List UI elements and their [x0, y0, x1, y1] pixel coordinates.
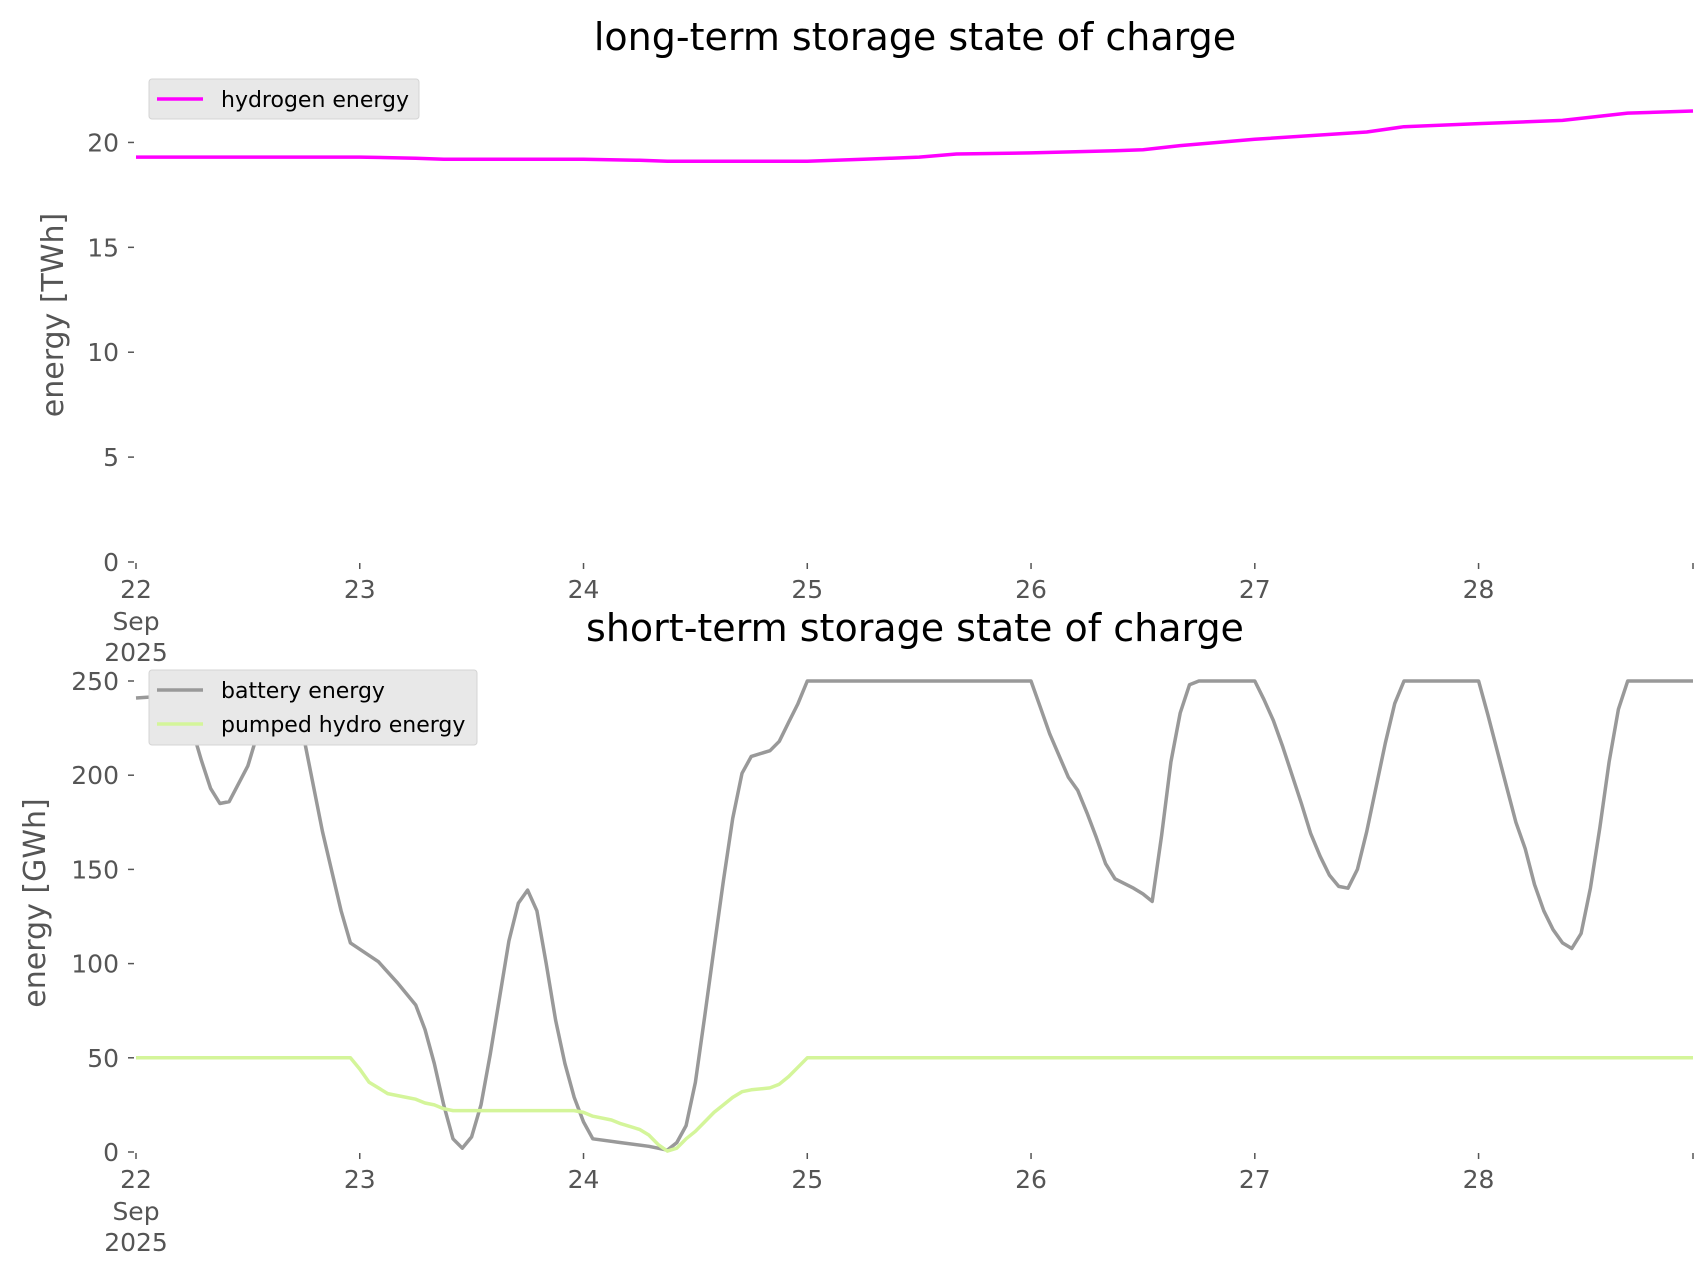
legend-label-pumped-hydro: pumped hydro energy [221, 713, 465, 738]
x-tick-label: 24 [568, 1165, 600, 1194]
x-tick-sublabel: Sep [112, 607, 159, 636]
y-ticks-long-term: 0 5 10 15 20 [87, 128, 134, 577]
y-axis-label-long-term: energy [TWh] [36, 213, 71, 417]
x-tick-label: 27 [1239, 1165, 1271, 1194]
x-tick-label: 24 [568, 575, 600, 604]
series-line-battery-energy [135, 679, 1693, 1152]
series-lines-short-term [135, 679, 1693, 1153]
chart-title-long-term: long-term storage state of charge [594, 15, 1236, 59]
y-tick-label: 20 [87, 128, 119, 157]
x-tick-label: 22 [120, 575, 152, 604]
y-tick-label: 5 [103, 443, 119, 472]
legend-short-term: battery energy pumped hydro energy [148, 669, 478, 746]
x-tick-label: 26 [1015, 1165, 1047, 1194]
panel-short-term: short-term storage state of charge energ… [18, 606, 1694, 1257]
series-line-hydrogen-energy [136, 109, 1694, 164]
x-tick-label: 23 [344, 1165, 376, 1194]
series-lines-long-term [136, 109, 1694, 164]
x-tick-sublabel: 2025 [104, 1228, 168, 1257]
legend-box-short-term [148, 669, 478, 746]
y-tick-label: 15 [87, 233, 119, 262]
x-tick-sublabel: 2025 [104, 638, 168, 667]
x-tick-label: 25 [791, 1165, 823, 1194]
y-axis-label-short-term: energy [GWh] [18, 798, 53, 1007]
y-tick-label: 250 [71, 667, 119, 696]
x-tick-sublabel: Sep [112, 1197, 159, 1226]
y-tick-label: 10 [87, 338, 119, 367]
legend-label-hydrogen: hydrogen energy [221, 88, 409, 113]
y-tick-label: 0 [103, 1138, 119, 1167]
legend-long-term: hydrogen energy [148, 78, 420, 120]
x-tick-label: 23 [344, 575, 376, 604]
series-line-pumped-hydro-energy [136, 1056, 1693, 1153]
x-tick-label: 28 [1463, 575, 1495, 604]
panel-long-term: long-term storage state of charge energy… [36, 15, 1694, 667]
legend-label-battery: battery energy [221, 679, 385, 704]
chart-title-short-term: short-term storage state of charge [586, 606, 1244, 650]
x-tick-label: 22 [120, 1165, 152, 1194]
y-tick-label: 200 [71, 761, 119, 790]
x-tick-label: 27 [1239, 575, 1271, 604]
y-tick-label: 0 [103, 548, 119, 577]
y-ticks-short-term: 0 50 100 150 200 250 [71, 667, 134, 1167]
y-tick-label: 100 [71, 950, 119, 979]
x-tick-label: 28 [1463, 1165, 1495, 1194]
x-tick-label: 26 [1015, 575, 1047, 604]
x-tick-label: 25 [791, 575, 823, 604]
y-tick-label: 150 [71, 855, 119, 884]
y-tick-label: 50 [87, 1044, 119, 1073]
legend-box-long-term [148, 78, 420, 120]
